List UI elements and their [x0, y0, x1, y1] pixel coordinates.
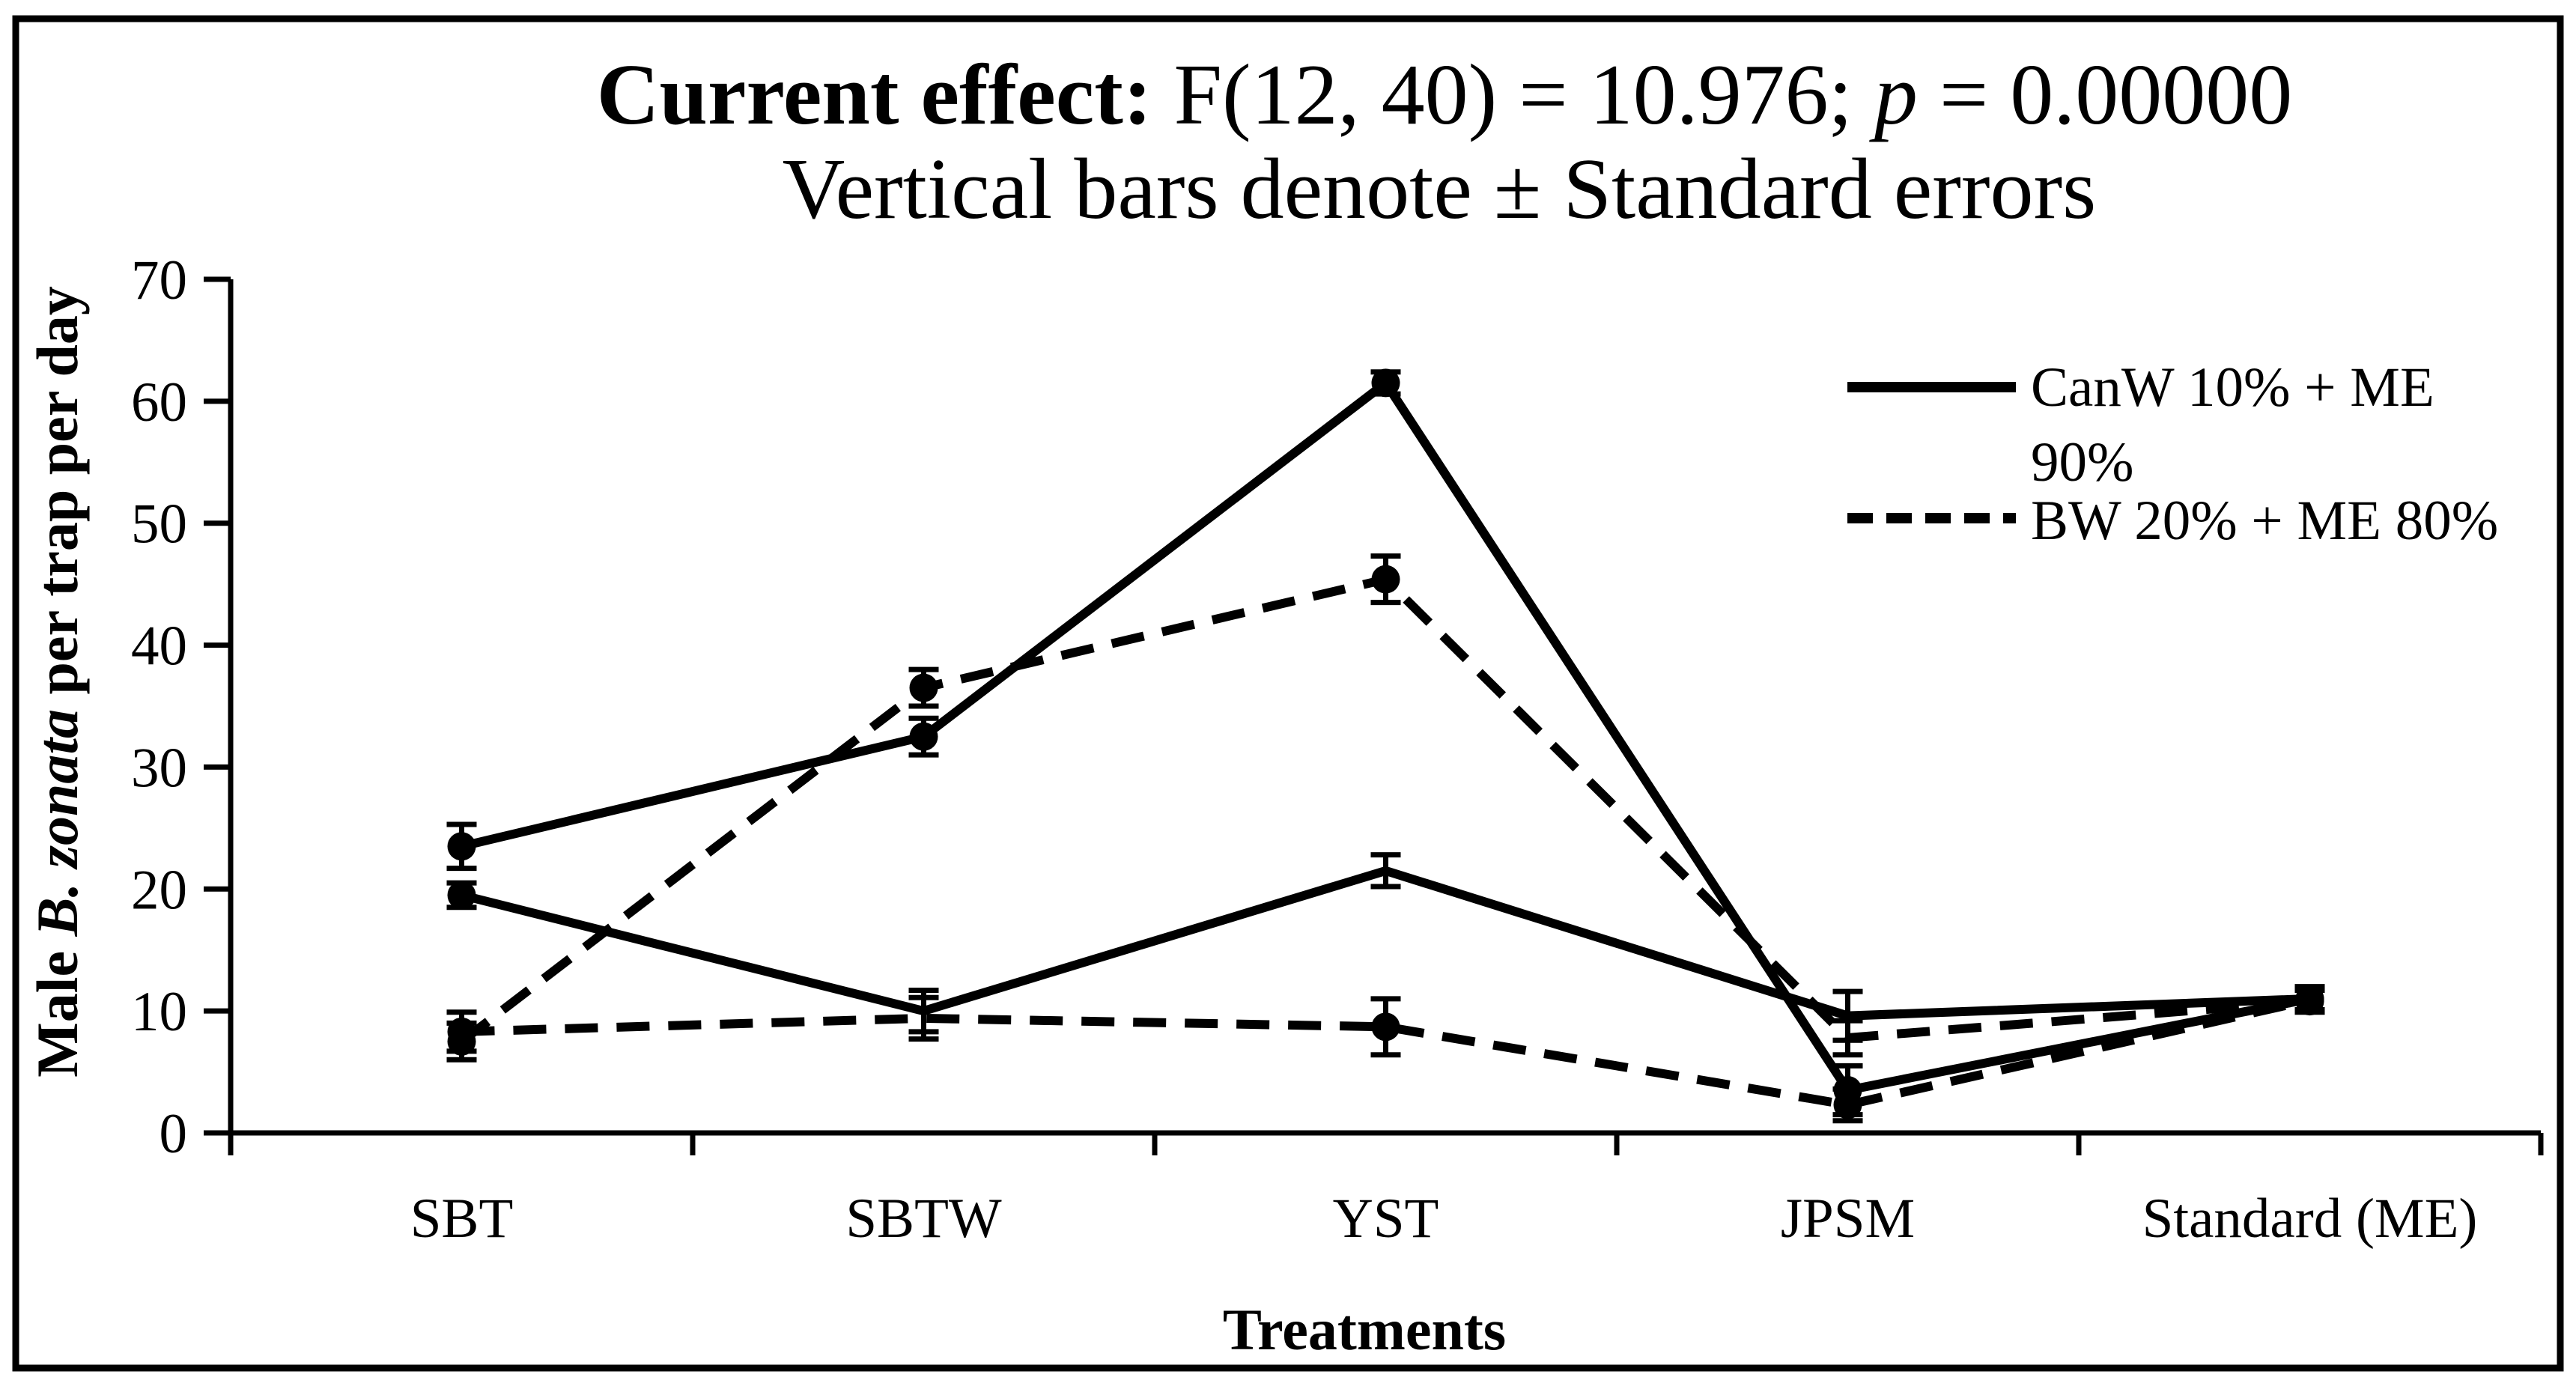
- legend-entry-1-label-line1: CanW 10% + ME: [2031, 356, 2434, 419]
- figure-border: [12, 15, 2564, 1372]
- y-tick-label: 60: [131, 371, 187, 434]
- data-series: [446, 368, 2325, 1124]
- chart-title-p: p: [1869, 47, 1918, 143]
- data-point-marker: [909, 673, 938, 702]
- y-tick-label: 50: [131, 493, 187, 556]
- data-point-marker: [447, 1027, 476, 1056]
- legend-entry-2-label-line1: BW 20% + ME 80%: [2031, 490, 2498, 552]
- series-polyline: [461, 995, 2311, 1110]
- x-category-label: SBT: [410, 1188, 514, 1250]
- chart-title-bold: Current effect:: [597, 47, 1152, 143]
- y-axis-title-prefix: Male: [25, 936, 90, 1077]
- series-solid: [446, 368, 2325, 1118]
- x-category-label: YST: [1333, 1188, 1439, 1250]
- y-tick-label: 30: [131, 737, 187, 799]
- data-point-marker: [1371, 1012, 1400, 1042]
- legend: [1847, 382, 2016, 523]
- y-axis-title-suffix: per trap per day: [25, 286, 90, 709]
- y-axis-title: Male B. zonata per trap per day: [25, 243, 90, 1151]
- data-point-marker: [909, 722, 938, 751]
- y-tick-label: 70: [131, 249, 187, 311]
- data-point-marker: [2295, 984, 2324, 1013]
- x-axis-title: Treatments: [1223, 1297, 1506, 1362]
- x-category-label: JPSM: [1781, 1188, 1915, 1250]
- y-tick-label: 40: [131, 616, 187, 678]
- series-polyline: [458, 574, 2310, 1045]
- chart-title-stat: F(12, 40) = 10.976;: [1152, 47, 1874, 143]
- series-dashed: [446, 553, 2325, 1063]
- y-tick-label: 0: [160, 1103, 188, 1165]
- chart-subtitle: Vertical bars denote ± Standard errors: [783, 142, 2097, 237]
- data-point-marker: [1371, 565, 1400, 594]
- chart-title: Current effect: F(12, 40) = 10.976; p = …: [488, 47, 2358, 143]
- legend-entry-1-label-line2: 90%: [2031, 431, 2133, 493]
- data-point-marker: [1371, 368, 1400, 398]
- y-axis-title-species: B. zonata: [25, 709, 90, 937]
- x-category-label: SBTW: [845, 1188, 1002, 1250]
- data-point-marker: [447, 832, 476, 861]
- y-tick-label: 10: [131, 981, 187, 1043]
- x-category-label: Standard (ME): [2142, 1188, 2478, 1250]
- data-point-marker: [447, 881, 476, 910]
- axes: 0 10 20 30 40 50 60 70 SBT SBTW YST JPSM Standard (M…: [131, 249, 2544, 1250]
- y-tick-label: 20: [131, 859, 187, 921]
- series-polyline: [461, 866, 2310, 1021]
- chart-title-pvalue: = 0.00000: [1918, 47, 2292, 143]
- data-point-marker: [1833, 1076, 1862, 1104]
